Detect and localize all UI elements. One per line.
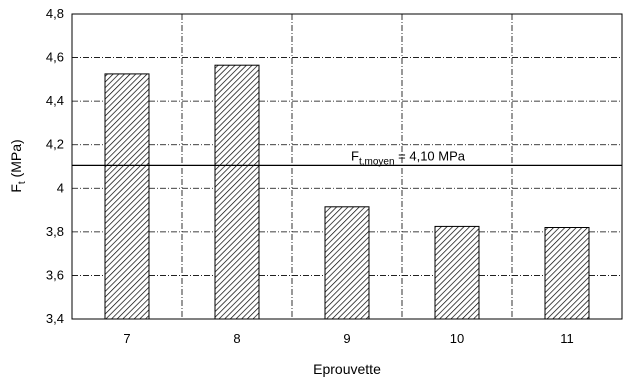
x-tick-label: 10: [450, 331, 464, 346]
reference-line-group: Ft,moyen = 4,10 MPa: [72, 148, 622, 167]
x-tick-labels: 7 8 9 10 11: [123, 331, 573, 346]
bar-9: [325, 207, 369, 319]
bar-8: [215, 65, 259, 319]
y-tick-label: 4,8: [46, 6, 64, 21]
y-tick-label: 3,6: [46, 267, 64, 282]
y-tick-label: 4,4: [46, 93, 64, 108]
x-tick-label: 9: [343, 331, 350, 346]
y-tick-label: 4,2: [46, 137, 64, 152]
bar-11: [545, 228, 589, 320]
bar-10: [435, 226, 479, 319]
y-axis-title: Ft (MPa): [8, 139, 28, 192]
x-axis-title: Eprouvette: [313, 361, 381, 377]
y-tick-label: 3,8: [46, 224, 64, 239]
bar-7: [105, 74, 149, 319]
y-tick-label: 4: [57, 180, 64, 195]
y-axis-title-main: F: [8, 184, 24, 193]
y-axis-title-unit: (MPa): [8, 139, 24, 181]
y-tick-labels: 3,4 3,6 3,8 4 4,2 4,4 4,6 4,8: [46, 6, 64, 326]
x-tick-label: 8: [233, 331, 240, 346]
y-tick-label: 3,4: [46, 311, 64, 326]
x-tick-label: 7: [123, 331, 130, 346]
y-tick-label: 4,6: [46, 50, 64, 65]
mean-reference-label: Ft,moyen = 4,10 MPa: [351, 148, 466, 167]
bars: [105, 65, 589, 319]
x-tick-label: 11: [560, 331, 574, 346]
